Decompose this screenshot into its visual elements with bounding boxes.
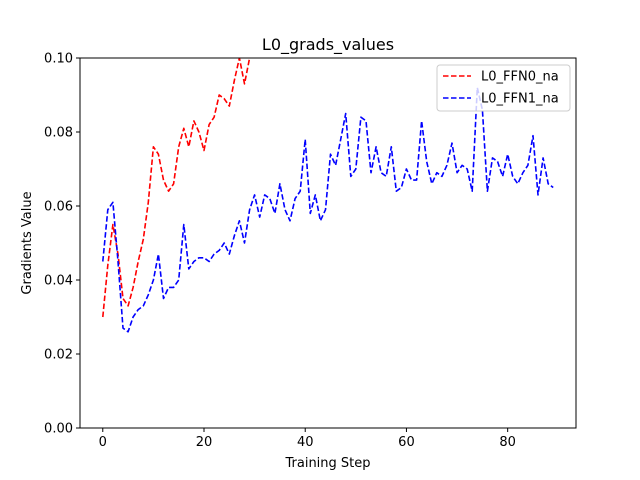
- series-line-L0_FFN1_na: [102, 86, 554, 333]
- legend-label: L0_FFN0_na: [481, 70, 559, 85]
- x-tick-label: 60: [398, 435, 415, 450]
- y-tick-label: 0.04: [44, 274, 73, 289]
- y-tick-label: 0.00: [44, 422, 73, 437]
- x-tick-label: 80: [499, 435, 516, 450]
- y-tick-label: 0.02: [44, 348, 73, 363]
- x-tick-label: 0: [99, 435, 107, 450]
- series-line-L0_FFN0_na: [102, 58, 251, 318]
- legend-label: L0_FFN1_na: [481, 92, 559, 107]
- x-axis-label: Training Step: [284, 456, 370, 471]
- plot-frame: [79, 57, 577, 429]
- y-axis: 0.00 0.02 0.04 0.06 0.08 0.10: [44, 52, 80, 437]
- x-tick-label: 20: [196, 435, 213, 450]
- chart-title: L0_grads_values: [262, 35, 394, 55]
- x-axis: 0 20 40 60 80: [99, 428, 516, 450]
- x-tick-label: 40: [297, 435, 314, 450]
- legend: L0_FFN0_na L0_FFN1_na: [436, 64, 571, 112]
- y-tick-label: 0.10: [44, 52, 73, 67]
- y-axis-label: Gradients Value: [20, 191, 35, 294]
- y-tick-label: 0.06: [44, 200, 73, 215]
- y-tick-label: 0.08: [44, 126, 73, 141]
